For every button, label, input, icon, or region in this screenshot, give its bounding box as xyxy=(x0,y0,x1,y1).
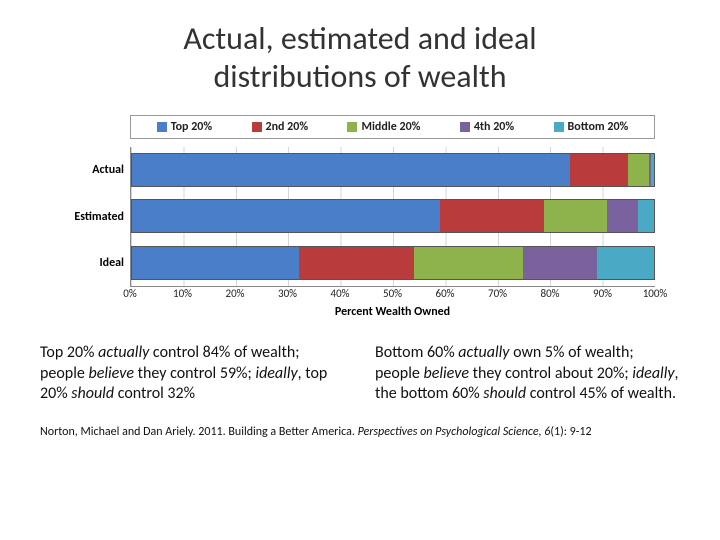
y-label: Ideal xyxy=(65,256,124,270)
legend-label: 4th 20% xyxy=(474,120,514,134)
bar-segment xyxy=(544,200,607,232)
chart-body: Actual Estimated Ideal xyxy=(65,147,655,287)
citation: Norton, Michael and Dan Ariely. 2011. Bu… xyxy=(40,425,680,439)
legend-item: Bottom 20% xyxy=(554,120,629,134)
x-tick: 10% xyxy=(173,287,192,300)
bar-segment xyxy=(132,154,570,186)
x-tick: 40% xyxy=(330,287,349,300)
bar-segment xyxy=(597,247,654,279)
legend-label: Top 20% xyxy=(171,120,212,134)
legend-swatch xyxy=(460,122,470,132)
bar-segment xyxy=(570,154,627,186)
legend-label: 2nd 20% xyxy=(266,120,309,134)
x-axis-label: Percent Wealth Owned xyxy=(130,305,655,319)
legend-label: Bottom 20% xyxy=(568,120,629,134)
legend-swatch xyxy=(157,122,167,132)
bar-row xyxy=(131,246,655,280)
bar-segment xyxy=(132,247,299,279)
page-title: Actual, estimated and ideal distribution… xyxy=(40,20,680,97)
y-axis-labels: Actual Estimated Ideal xyxy=(65,147,130,287)
bar-segment xyxy=(628,154,649,186)
x-axis-ticks: 0%10%20%30%40%50%60%70%80%90%100% xyxy=(130,287,655,303)
plot-area xyxy=(130,147,655,287)
bar-segment xyxy=(607,200,638,232)
legend-swatch xyxy=(347,122,357,132)
bar-segment xyxy=(638,200,654,232)
legend-item: 4th 20% xyxy=(460,120,514,134)
x-tick: 0% xyxy=(123,287,136,300)
bar-row xyxy=(131,153,655,187)
chart-legend: Top 20% 2nd 20% Middle 20% 4th 20% Bottom 20… xyxy=(130,115,655,139)
bar-segment xyxy=(299,247,414,279)
legend-item: 2nd 20% xyxy=(252,120,309,134)
legend-swatch xyxy=(252,122,262,132)
caption-right: Bottom 60% actually own 5% of wealth; pe… xyxy=(375,343,680,405)
bar-segment xyxy=(132,200,440,232)
caption-left: Top 20% actually control 84% of wealth; … xyxy=(40,343,345,405)
legend-label: Middle 20% xyxy=(361,120,420,134)
bar-segment xyxy=(523,247,596,279)
x-tick: 90% xyxy=(593,287,612,300)
wealth-chart: Top 20% 2nd 20% Middle 20% 4th 20% Bottom 20… xyxy=(65,115,655,319)
y-label: Estimated xyxy=(65,210,124,224)
legend-swatch xyxy=(554,122,564,132)
bar-segment xyxy=(440,200,544,232)
x-tick: 20% xyxy=(225,287,244,300)
x-tick: 50% xyxy=(383,287,402,300)
bar-row xyxy=(131,199,655,233)
legend-item: Top 20% xyxy=(157,120,212,134)
bar-segment xyxy=(651,154,654,186)
y-label: Actual xyxy=(65,163,124,177)
legend-item: Middle 20% xyxy=(347,120,420,134)
caption-row: Top 20% actually control 84% of wealth; … xyxy=(40,343,680,405)
x-tick: 70% xyxy=(488,287,507,300)
bar-segment xyxy=(414,247,524,279)
x-tick: 100% xyxy=(643,287,668,300)
x-tick: 30% xyxy=(278,287,297,300)
title-line-1: Actual, estimated and ideal xyxy=(183,19,536,58)
title-line-2: distributions of wealth xyxy=(213,57,506,96)
x-tick: 80% xyxy=(540,287,559,300)
x-tick: 60% xyxy=(435,287,454,300)
